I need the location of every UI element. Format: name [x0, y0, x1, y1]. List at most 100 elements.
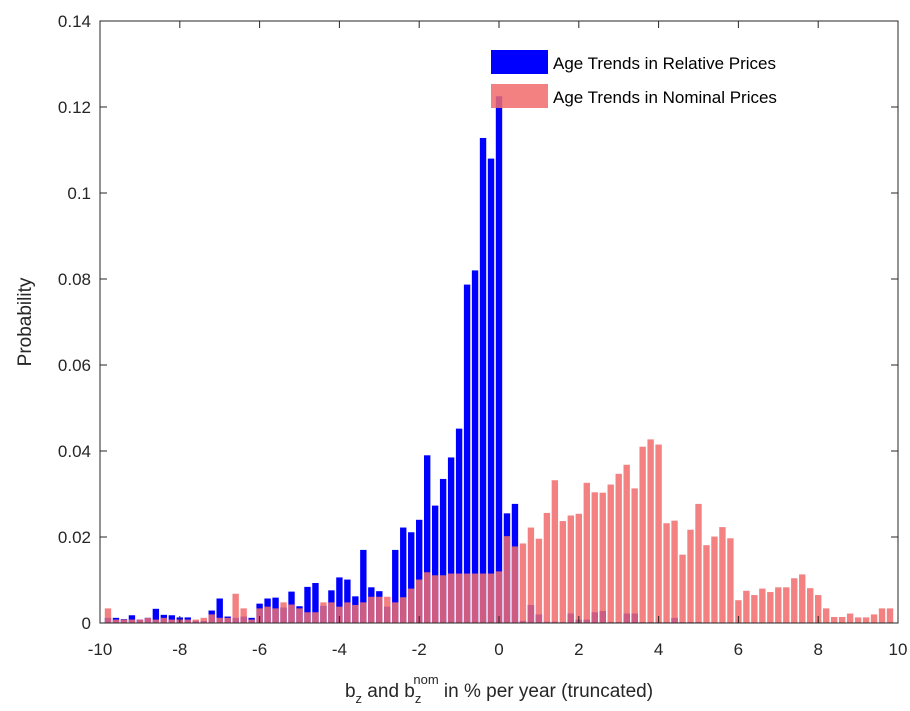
nominal-prices-bar [200, 617, 207, 623]
nominal-prices-bar [663, 523, 670, 623]
nominal-prices-bar [423, 572, 431, 623]
nominal-prices-bar [783, 587, 790, 623]
legend-swatch-nominal [491, 84, 548, 108]
nominal-prices-bar [184, 619, 191, 623]
y-tick-label: 0.12 [58, 98, 91, 117]
y-tick-label: 0.04 [58, 442, 91, 461]
x-tick-label: -4 [332, 640, 347, 659]
nominal-prices-bar [392, 602, 399, 623]
nominal-prices-bar [312, 612, 319, 623]
nominal-prices-bar [807, 588, 814, 623]
legend-swatch-relative [491, 50, 548, 74]
nominal-prices-bar [471, 573, 479, 623]
relative-prices-bar [344, 579, 351, 623]
nominal-prices-bar [360, 602, 367, 623]
nominal-prices-bar [495, 571, 503, 623]
nominal-prices-bar [583, 482, 590, 623]
x-tick-label: -8 [172, 640, 187, 659]
nominal-prices-bar [679, 554, 686, 623]
nominal-prices-bar [527, 527, 535, 623]
nominal-prices-bar [599, 492, 606, 623]
x-tick-label: -2 [412, 640, 427, 659]
nominal-prices-bar [735, 600, 742, 623]
nominal-prices-bar [743, 590, 750, 623]
relative-prices-bar [495, 96, 503, 623]
x-label-sub2: z [415, 691, 422, 706]
nominal-prices-bar [655, 444, 662, 623]
relative-prices-bar [128, 615, 136, 623]
nominal-prices-bar [487, 573, 495, 623]
nominal-prices-bar [711, 536, 718, 623]
nominal-prices-bar [128, 619, 136, 623]
nominal-prices-bar [631, 488, 638, 623]
relative-prices-bar [439, 478, 447, 623]
nominal-prices-bar [120, 619, 128, 623]
nominal-prices-bar [408, 588, 415, 623]
y-axis-ticks: 0 0.02 0.04 0.06 0.08 0.1 0.12 0.14 [58, 12, 898, 633]
nominal-prices-bar [224, 617, 231, 623]
nominal-prices-bar [567, 515, 575, 623]
nominal-prices-bar [727, 538, 734, 623]
nominal-prices-bar [815, 595, 822, 623]
nominal-prices-bar [216, 617, 223, 623]
nominal-prices-bar [687, 529, 694, 623]
x-tick-label: 10 [889, 640, 908, 659]
nominal-prices-bar [846, 613, 854, 623]
nominal-prices-bar [416, 579, 423, 623]
nominal-prices-bar [296, 608, 303, 623]
relative-prices-bar [487, 158, 495, 623]
relative-prices-bar [471, 270, 479, 623]
series-nominal-prices-bars [104, 439, 894, 623]
nominal-prices-bar [719, 527, 726, 623]
y-tick-label: 0.1 [67, 184, 91, 203]
nominal-prices-bar [455, 573, 463, 623]
relative-prices-bar [152, 608, 160, 623]
nominal-prices-bar [240, 608, 247, 623]
nominal-prices-bar [767, 592, 774, 623]
nominal-prices-bar [615, 473, 622, 623]
relative-prices-bar [455, 428, 463, 623]
y-tick-label: 0 [82, 614, 91, 633]
nominal-prices-bar [838, 616, 846, 623]
nominal-prices-bar [232, 593, 239, 623]
x-tick-label: 0 [494, 640, 503, 659]
nominal-prices-bar [878, 608, 886, 623]
relative-prices-bar [336, 577, 343, 623]
relative-prices-bar [168, 615, 176, 623]
x-label-sup-nom: nom [413, 672, 438, 687]
nominal-prices-bar [591, 492, 598, 623]
nominal-prices-bar [870, 614, 878, 623]
relative-prices-bar [312, 583, 319, 623]
nominal-prices-bar [759, 588, 766, 623]
nominal-prices-bar [543, 512, 551, 623]
relative-prices-bar [400, 527, 407, 623]
relative-prices-bar [216, 598, 223, 623]
nominal-prices-bar [799, 574, 806, 623]
nominal-prices-bar [775, 587, 782, 623]
nominal-prices-bar [439, 575, 447, 623]
y-tick-label: 0.08 [58, 270, 91, 289]
nominal-prices-bar [280, 602, 287, 623]
x-axis-ticks: -10 -8 -6 -4 -2 0 2 4 6 8 10 [88, 21, 908, 659]
nominal-prices-bar [551, 480, 559, 623]
x-axis-label: bz and bznom in % per year (truncated) [345, 672, 653, 706]
nominal-prices-bar [352, 604, 359, 623]
nominal-prices-bar [431, 575, 439, 623]
relative-prices-bar [479, 137, 487, 623]
x-tick-label: 4 [654, 640, 663, 659]
relative-prices-bar [463, 284, 471, 623]
nominal-prices-bar [256, 608, 263, 623]
nominal-prices-bar [695, 503, 702, 623]
x-label-and-b: and b [362, 681, 415, 702]
nominal-prices-bar [671, 520, 678, 623]
nominal-prices-bar [192, 619, 199, 623]
nominal-prices-bar [152, 619, 160, 623]
nominal-prices-bar [112, 619, 120, 623]
relative-prices-bar [392, 549, 399, 623]
nominal-prices-bar [264, 606, 271, 623]
nominal-prices-bar [639, 446, 646, 623]
nominal-prices-bar [368, 596, 375, 623]
y-axis-label: Probability [15, 277, 36, 366]
relative-prices-bar [304, 586, 311, 623]
